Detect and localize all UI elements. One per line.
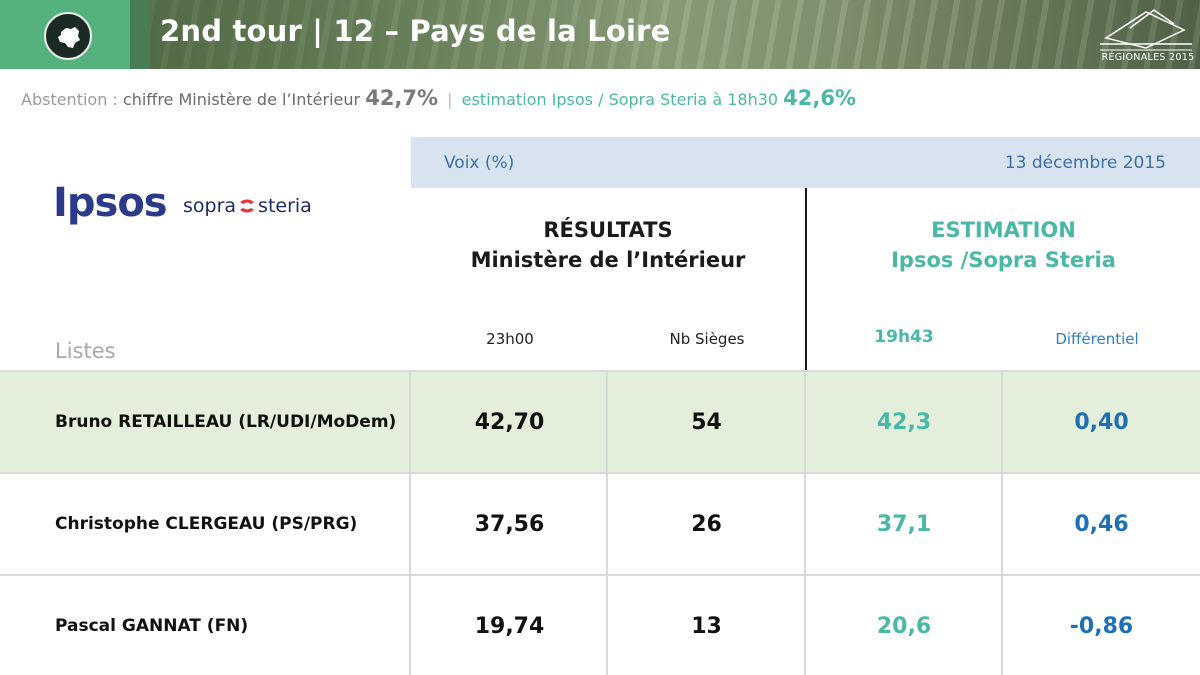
abstention-line: Abstention : chiffre Ministère de l’Inté… [21,86,856,110]
table-row: Christophe CLERGEAU (PS/PRG) 37,56 26 37… [0,472,1200,576]
cell-divider [606,474,608,576]
table-row: Bruno RETAILLEAU (LR/UDI/MoDem) 42,70 54… [0,370,1200,474]
result-value: 42,70 [474,409,545,435]
abstention-ipsos-label: estimation Ipsos / Sopra Steria à 18h30 [461,90,779,109]
estimate-value: 20,6 [876,613,932,639]
results-subtitle: Ministère de l’Intérieur [470,248,746,272]
results-heading: RÉSULTATS Ministère de l’Intérieur [411,215,805,275]
abstention-label: Abstention : [21,90,118,109]
estimate-value: 37,1 [876,511,932,537]
header-banner: 2nd tour | 12 – Pays de la Loire RÉGIONA… [0,0,1200,69]
candidate-name: Christophe CLERGEAU (PS/PRG) [55,514,358,534]
estimation-time-header: 19h43 [874,327,934,347]
abstention-ipsos-value: 42,6% [783,86,857,110]
results-time-header: 23h00 [486,330,534,348]
region-map-icon [44,12,92,60]
regionales-label: RÉGIONALES 2015 [1101,52,1195,63]
estimation-subtitle: Ipsos /Sopra Steria [891,248,1116,272]
abstention-separator: | [447,90,453,109]
cell-divider [1001,576,1003,675]
cell-divider [1001,372,1003,474]
cell-divider [606,576,608,675]
candidate-name: Pascal GANNAT (FN) [55,616,249,636]
seats-header: Nb Sièges [669,330,745,348]
cell-divider [606,372,608,474]
sopra-steria-mark-icon [240,199,255,213]
table-row: Pascal GANNAT (FN) 19,74 13 20,6 -0,86 [0,574,1200,675]
result-value: 19,74 [474,613,545,639]
cell-divider [804,576,806,675]
seats-value: 26 [691,511,722,537]
column-divider [805,188,807,370]
estimation-title: ESTIMATION [931,218,1076,242]
page-title: 2nd tour | 12 – Pays de la Loire [160,14,671,48]
voix-bar: Voix (%) 13 décembre 2015 [411,137,1200,188]
sopra-logo-left: sopra [183,195,237,217]
seats-value: 54 [691,409,722,435]
differential-value: -0,86 [1069,613,1134,639]
banner-shade [130,0,830,69]
voix-label: Voix (%) [444,153,515,173]
estimation-heading: ESTIMATION Ipsos /Sopra Steria [807,215,1200,275]
abstention-ministere-label: chiffre Ministère de l’Intérieur [122,90,361,109]
cell-divider [804,474,806,576]
differential-header: Différentiel [1055,330,1139,348]
cell-divider [1001,474,1003,576]
differential-value: 0,40 [1074,409,1129,435]
result-value: 37,56 [474,511,545,537]
seats-value: 13 [691,613,722,639]
cell-divider [804,372,806,474]
estimate-value: 42,3 [876,409,932,435]
abstention-ministere-value: 42,7% [365,86,439,110]
cell-divider [409,576,411,675]
sopra-steria-logo: sopra steria [183,195,312,217]
results-title: RÉSULTATS [543,218,673,242]
sopra-logo-right: steria [258,195,312,217]
voix-date: 13 décembre 2015 [1004,153,1166,173]
lists-header: Listes [55,339,116,363]
differential-value: 0,46 [1074,511,1129,537]
cell-divider [409,474,411,576]
ballot-box-icon [1100,9,1192,51]
cell-divider [409,372,411,474]
candidate-name: Bruno RETAILLEAU (LR/UDI/MoDem) [55,412,397,432]
ipsos-logo: Ipsos [53,180,168,226]
